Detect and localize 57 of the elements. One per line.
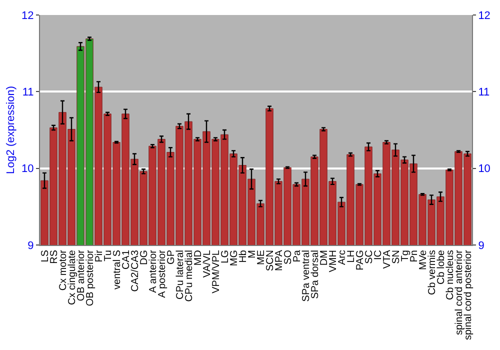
x-tick-label: VTA	[382, 250, 393, 269]
x-tick-label: SN	[390, 250, 402, 264]
x-tick-label: Cb nucleus	[444, 250, 456, 300]
x-tick-label: ME	[256, 250, 267, 265]
x-tick-label: ventral S	[112, 250, 123, 290]
x-tick-label: MVe	[418, 250, 429, 270]
y-axis-title: Log2 (expression)	[5, 86, 18, 174]
x-tick-label: SCN	[264, 250, 276, 272]
x-tick-label: Hb	[238, 250, 249, 263]
x-tick-label: Cb vermis	[426, 250, 438, 296]
y2-tick-label: 9	[478, 240, 484, 252]
y2-tick-label: 12	[478, 10, 490, 22]
x-tick-label: SO	[282, 250, 294, 264]
x-tick-label: VPM/VPL	[210, 250, 222, 294]
x-tick-label: RS	[48, 250, 60, 264]
x-tick-label: SPa ventral	[300, 250, 312, 302]
x-tick-label: GP	[166, 250, 177, 264]
x-tick-label: DG	[138, 250, 150, 265]
x-tick-label: Arc	[336, 250, 348, 265]
x-tick-label: CPu medial	[184, 250, 195, 302]
x-tick-label: A posterior	[156, 249, 168, 298]
x-tick-label: VMH	[328, 250, 339, 272]
x-tick-label: M	[246, 250, 258, 258]
x-tick-label: spinal cord anterior	[454, 249, 465, 336]
x-tick-label: Tu	[102, 250, 114, 262]
y-tick-label: 11	[22, 86, 34, 99]
x-tick-label: SPa dorsal	[310, 250, 321, 299]
x-tick-label: LG	[220, 250, 231, 264]
y2-tick-label: 11	[478, 86, 490, 99]
x-tick-label: LH	[346, 250, 357, 263]
y-tick-label: 10	[22, 163, 34, 176]
x-tick-label: DM	[318, 250, 330, 266]
x-tick-label: VA/VL	[202, 250, 213, 278]
x-tick-label: Cb lobe	[436, 250, 447, 284]
x-tick-label: Pa	[292, 250, 303, 262]
x-tick-label: OB anterior	[76, 249, 87, 302]
x-tick-label: MD	[192, 250, 204, 266]
x-tick-label: CA2/CA3	[130, 250, 141, 292]
x-tick-label: LS	[40, 250, 51, 262]
y-tick-label: 9	[28, 240, 34, 252]
x-tick-label: Cx motor	[58, 249, 69, 291]
x-tick-label: Pir	[94, 249, 105, 262]
x-tick-label: A anterior	[148, 249, 159, 293]
y-tick-label: 12	[22, 10, 34, 22]
x-tick-label: Tg	[400, 250, 411, 262]
x-tick-label: IC	[372, 250, 384, 260]
x-tick-label: Pn	[408, 250, 420, 262]
x-tick-label: SC	[364, 250, 375, 264]
x-tick-label: PAG	[354, 250, 366, 270]
x-tick-label: MPA	[274, 250, 285, 271]
x-tick-label: Cx cingulate	[66, 250, 78, 306]
x-tick-label: spinal cord posterior	[462, 249, 474, 340]
x-tick-label: MG	[228, 250, 240, 266]
x-tick-label: OB posterior	[84, 249, 96, 306]
y2-tick-label: 10	[478, 163, 490, 176]
x-tick-label: CA1	[120, 250, 132, 270]
x-tick-label: CPu lateral	[174, 250, 186, 300]
